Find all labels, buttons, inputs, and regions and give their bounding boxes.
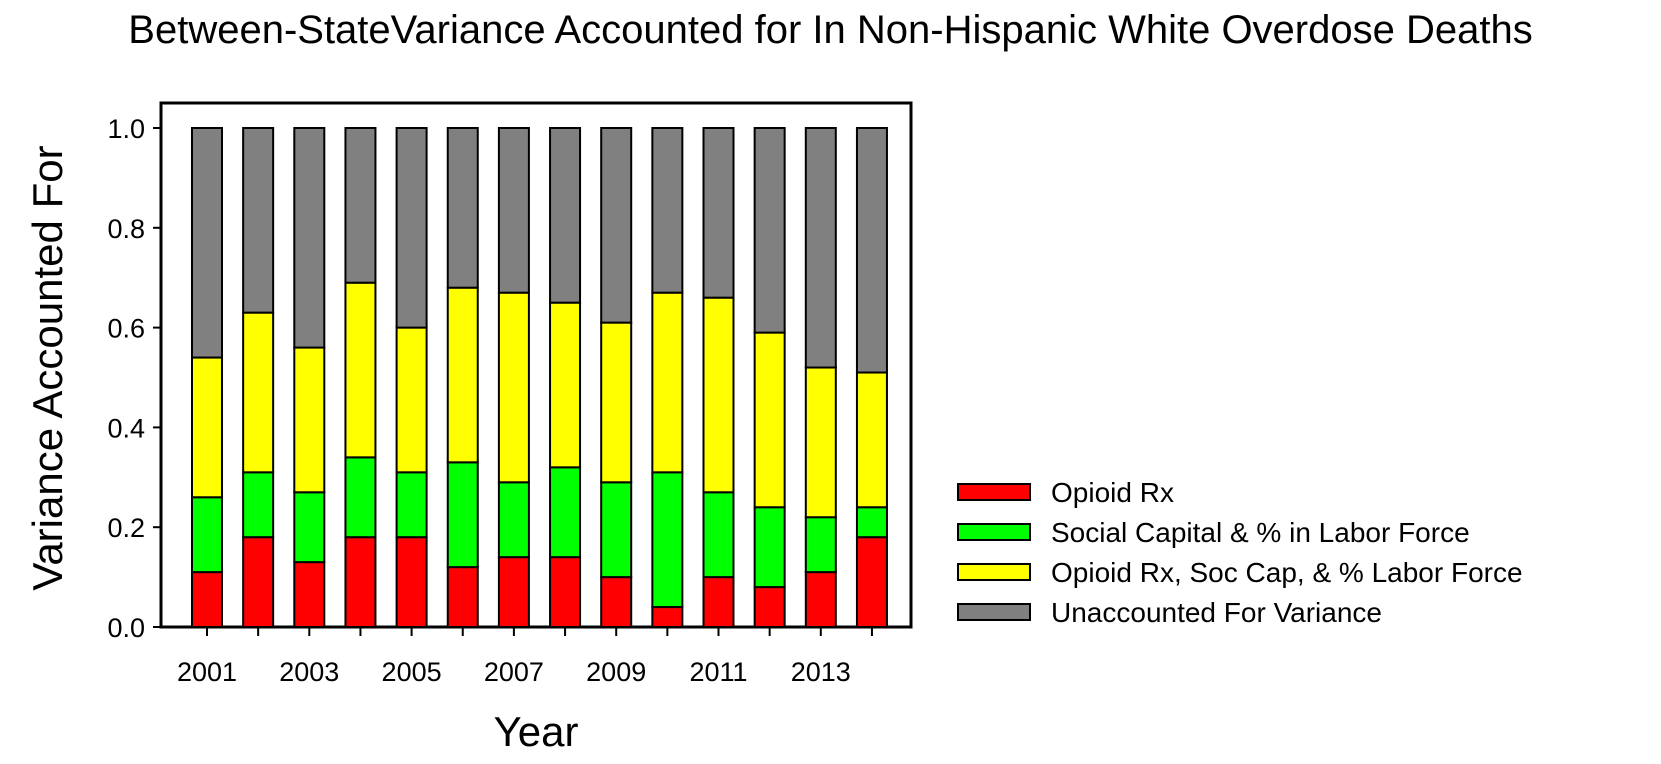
bar-2013-series-1	[804, 516, 837, 574]
bar-2003-series-1	[293, 491, 326, 564]
bar-2014-series-0	[855, 536, 888, 628]
bar-2005-series-3	[395, 127, 428, 329]
bar-2002-series-2	[242, 311, 275, 474]
legend: Opioid Rx Social Capital & % in Labor For…	[957, 477, 1523, 628]
bar-2011-series-2	[702, 296, 735, 494]
bar-2005-series-0	[395, 536, 428, 628]
bar-2007-series-2	[497, 291, 530, 484]
bar-2006-series-1	[446, 461, 479, 569]
legend-swatch	[957, 523, 1031, 541]
bar-2002-series-3	[242, 127, 275, 314]
bar-2006-series-0	[446, 566, 479, 628]
bar-2008-series-2	[549, 301, 582, 469]
bars-layer	[191, 127, 888, 629]
bar-2006-series-2	[446, 286, 479, 464]
bar-2012-series-3	[753, 127, 786, 334]
bar-2014-series-1	[855, 506, 888, 539]
bar-2002-series-0	[242, 536, 275, 628]
bar-2013-series-2	[804, 366, 837, 519]
bar-2007-series-0	[497, 556, 530, 629]
bar-2014-series-2	[855, 371, 888, 509]
x-tick-label: 2009	[586, 657, 646, 687]
y-axis: 0.0 0.2 0.4 0.6 0.8 1.0	[107, 114, 161, 643]
legend-label: Unaccounted For Variance	[1051, 597, 1382, 628]
legend-swatch	[957, 483, 1031, 501]
bar-2011-series-0	[702, 576, 735, 628]
legend-label: Opioid Rx	[1051, 477, 1174, 508]
bar-2013-series-3	[804, 127, 837, 369]
bar-2002-series-1	[242, 471, 275, 539]
x-tick-label: 2001	[177, 657, 237, 687]
y-tick-label: 0.0	[107, 613, 145, 643]
bar-2003-series-0	[293, 561, 326, 629]
bar-2012-series-2	[753, 331, 786, 509]
chart-title: Between-StateVariance Accounted for In N…	[128, 8, 1533, 52]
bar-2011-series-1	[702, 491, 735, 579]
y-tick-label: 0.2	[107, 513, 145, 543]
y-tick-label: 0.8	[107, 214, 145, 244]
bar-2004-series-3	[344, 127, 377, 284]
x-axis: 2001 2003 2005 2007 2009 2011 2013	[177, 627, 873, 687]
x-tick-label: 2005	[382, 657, 442, 687]
legend-swatch	[957, 563, 1031, 581]
bar-2008-series-1	[549, 466, 582, 559]
x-tick-label: 2003	[279, 657, 339, 687]
legend-swatch	[957, 603, 1031, 621]
bar-2005-series-1	[395, 471, 428, 539]
bar-2004-series-2	[344, 281, 377, 459]
x-axis-label: Year	[494, 708, 579, 755]
bar-2003-series-2	[293, 346, 326, 494]
bar-2009-series-0	[600, 576, 633, 628]
bar-2012-series-1	[753, 506, 786, 589]
bar-2014-series-3	[855, 127, 888, 374]
x-tick-label: 2013	[791, 657, 851, 687]
bar-2012-series-0	[753, 586, 786, 629]
bar-2009-series-2	[600, 321, 633, 484]
bar-2010-series-2	[651, 291, 684, 474]
bar-2010-series-0	[651, 606, 684, 628]
bar-2001-series-2	[191, 356, 223, 499]
legend-label: Opioid Rx, Soc Cap, & % Labor Force	[1051, 557, 1523, 588]
bar-2001-series-1	[191, 496, 223, 574]
bar-2001-series-3	[191, 127, 223, 359]
bar-2004-series-1	[344, 456, 377, 539]
bar-2004-series-0	[344, 536, 377, 628]
plot-frame	[159, 101, 913, 629]
y-axis-label: Variance Accounted For	[24, 145, 71, 590]
bar-2001-series-0	[191, 571, 223, 628]
bar-2010-series-1	[651, 471, 684, 609]
y-tick-label: 0.4	[107, 413, 145, 443]
bar-2007-series-1	[497, 481, 530, 559]
bar-2013-series-0	[804, 571, 837, 628]
legend-label: Social Capital & % in Labor Force	[1051, 517, 1470, 548]
bar-2003-series-3	[293, 127, 326, 349]
bar-2009-series-1	[600, 481, 633, 579]
bar-2010-series-3	[651, 127, 684, 294]
bar-2005-series-2	[395, 326, 428, 474]
bar-2009-series-3	[600, 127, 633, 324]
y-tick-label: 0.6	[107, 314, 145, 344]
bar-2007-series-3	[497, 127, 530, 294]
x-tick-label: 2007	[484, 657, 544, 687]
bar-2006-series-3	[446, 127, 479, 289]
x-tick-label: 2011	[689, 657, 747, 687]
bar-2011-series-3	[702, 127, 735, 299]
bar-2008-series-3	[549, 127, 582, 304]
y-tick-label: 1.0	[107, 114, 145, 144]
bar-2008-series-0	[549, 556, 582, 629]
